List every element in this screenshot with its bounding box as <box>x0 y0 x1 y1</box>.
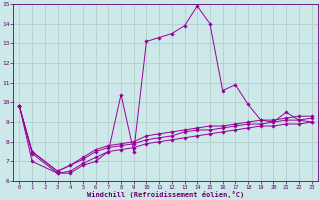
X-axis label: Windchill (Refroidissement éolien,°C): Windchill (Refroidissement éolien,°C) <box>87 191 244 198</box>
